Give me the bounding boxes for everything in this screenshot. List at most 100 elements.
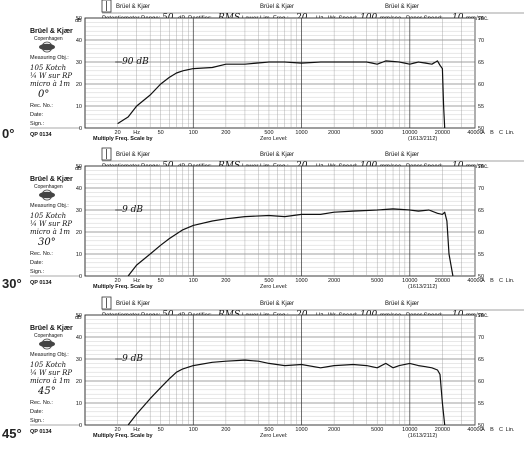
weighting-label: B (490, 427, 494, 433)
frequency-response-curve (127, 359, 446, 426)
y-tick-label: 0 (79, 274, 82, 280)
y-tick-label: 30 (76, 208, 82, 214)
globe-icon (39, 43, 55, 51)
part-number: (1613/2112) (408, 136, 437, 142)
y-right-tick-label: 70 (478, 38, 484, 44)
part-number: (1613/2112) (408, 284, 437, 290)
x-unit-label: Hz (133, 427, 140, 433)
plot-frame (84, 314, 476, 426)
level-note: 9 dB (122, 354, 143, 364)
measuring-obj-label: Measuring Obj.: (30, 203, 69, 209)
mm-unit: mm/sec. (466, 16, 489, 22)
weighting-label: Lin. (506, 130, 515, 136)
y-right-tick-label: 70 (478, 186, 484, 192)
measuring-obj-line: 105 Kotch (30, 64, 66, 72)
x-tick-label: 500 (264, 427, 273, 433)
y-right-tick-label: 65 (478, 357, 484, 363)
x-tick-label: 100 (189, 427, 198, 433)
globe-icon-ring (41, 189, 53, 201)
weighting-label: B (490, 130, 494, 136)
y-right-tick-label: 60 (478, 379, 484, 385)
y-tick-label: 0 (79, 423, 82, 429)
x-tick-label: 5000 (371, 130, 383, 136)
side-brand: Brüel & Kjær (30, 28, 73, 35)
weighting-label: A (481, 130, 485, 136)
weighting-label: B (490, 278, 494, 284)
header-brand: Brüel & Kjær (116, 4, 150, 10)
angle-label: 0° (2, 126, 15, 141)
multiply-note: Multiply Freq. Scale by (93, 284, 154, 290)
angle-note: 45° (37, 386, 56, 397)
x-tick-label: 20000 (435, 427, 450, 433)
x-tick-label: 20 (115, 130, 121, 136)
weighting-label: C (499, 427, 503, 433)
y-right-tick-label: 50 (478, 126, 484, 132)
y-tick-label: 20 (76, 230, 82, 236)
weighting-label: A (481, 427, 485, 433)
x-tick-label: 10000 (402, 130, 417, 136)
x-tick-label: 2000 (328, 278, 340, 284)
x-tick-label: 1000 (295, 427, 307, 433)
measuring-obj-line: ¼ W sur RP (30, 220, 72, 228)
y-tick-label: 30 (76, 357, 82, 363)
y-right-tick-label: 75 (478, 16, 484, 22)
y-tick-label: 40 (76, 186, 82, 192)
plot-frame (84, 17, 476, 129)
x-tick-label: 1000 (295, 130, 307, 136)
x-tick-label: 200 (221, 278, 230, 284)
y-right-tick-label: 75 (478, 313, 484, 319)
y-tick-label: 50 (76, 313, 82, 319)
zero-level-note: Zero Level: (260, 136, 288, 142)
header-brand: Brüel & Kjær (116, 301, 150, 307)
multiply-note: Multiply Freq. Scale by (93, 433, 154, 439)
side-brand: Brüel & Kjær (30, 325, 73, 332)
x-tick-label: 10000 (402, 427, 417, 433)
form-number: QP 0134 (30, 280, 53, 286)
x-tick-label: 500 (264, 130, 273, 136)
header-brand: Brüel & Kjær (260, 4, 294, 10)
y-tick-label: 30 (76, 60, 82, 66)
angle-note: 0° (38, 89, 49, 100)
y-tick-label: 40 (76, 38, 82, 44)
multiply-note: Multiply Freq. Scale by (93, 136, 154, 142)
y-axis-unit: dB (75, 166, 82, 172)
y-right-tick-label: 55 (478, 401, 484, 407)
angle-label: 30° (2, 276, 22, 291)
y-tick-label: 10 (76, 252, 82, 258)
header-brand: Brüel & Kjær (385, 301, 419, 307)
measuring-obj-line: micro à 1m (30, 80, 70, 88)
globe-icon-ring (41, 41, 53, 53)
x-tick-label: 10000 (402, 278, 417, 284)
rec-no-label: Rec. No.: (30, 103, 53, 109)
x-tick-label: 20 (115, 278, 121, 284)
x-tick-label: 200 (221, 427, 230, 433)
side-city: Copenhagen (34, 333, 63, 339)
weighting-label: Lin. (506, 278, 515, 284)
rec-no-label: Rec. No.: (30, 400, 53, 406)
mm-unit: mm/sec. (466, 164, 489, 170)
sign-label: Sign.: (30, 418, 45, 424)
globe-icon-ring (41, 338, 53, 350)
x-tick-label: 100 (189, 130, 198, 136)
x-tick-label: 40000 (467, 427, 482, 433)
header-brand: Brüel & Kjær (385, 152, 419, 158)
frequency-response-curve (117, 60, 446, 129)
y-tick-label: 10 (76, 401, 82, 407)
frequency-response-curve (127, 208, 454, 277)
header-brand: Brüel & Kjær (385, 4, 419, 10)
x-tick-label: 50 (158, 130, 164, 136)
x-tick-label: 50 (158, 427, 164, 433)
y-tick-label: 50 (76, 16, 82, 22)
mm-unit: mm/sec. (466, 313, 489, 319)
y-tick-label: 20 (76, 82, 82, 88)
weighting-label: A (481, 278, 485, 284)
x-tick-label: 500 (264, 278, 273, 284)
zero-level-note: Zero Level: (260, 284, 288, 290)
y-tick-label: 40 (76, 335, 82, 341)
y-tick-label: 50 (76, 164, 82, 170)
